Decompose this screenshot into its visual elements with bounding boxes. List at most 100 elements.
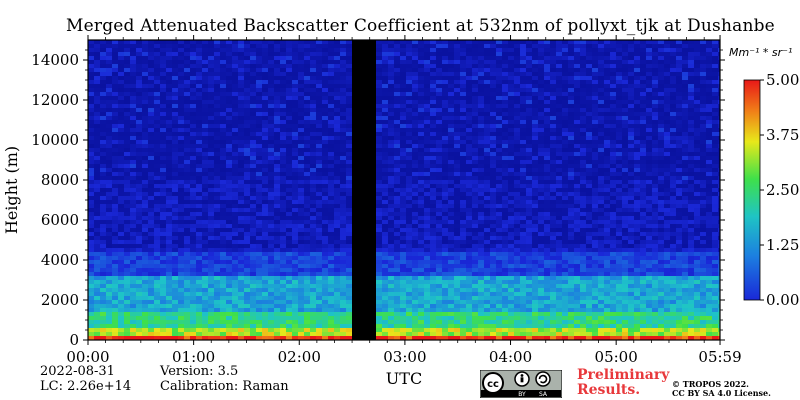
heatmap-cell bbox=[190, 216, 196, 220]
heatmap-cell bbox=[316, 92, 322, 96]
heatmap-cell bbox=[688, 72, 694, 76]
heatmap-cell bbox=[694, 176, 700, 180]
heatmap-cell bbox=[286, 120, 292, 124]
heatmap-cell bbox=[160, 96, 166, 100]
heatmap-cell bbox=[244, 140, 250, 144]
heatmap-cell bbox=[538, 176, 544, 180]
heatmap-cell bbox=[262, 40, 268, 44]
heatmap-cell bbox=[496, 84, 502, 88]
heatmap-cell bbox=[214, 128, 220, 132]
heatmap-cell bbox=[550, 196, 556, 200]
heatmap-cell bbox=[544, 64, 550, 68]
heatmap-cell bbox=[148, 104, 154, 108]
heatmap-cell bbox=[568, 152, 574, 156]
heatmap-cell bbox=[688, 80, 694, 84]
heatmap-cell bbox=[340, 208, 346, 212]
heatmap-cell bbox=[688, 160, 694, 164]
heatmap-cell bbox=[670, 84, 676, 88]
heatmap-cell bbox=[658, 216, 664, 220]
heatmap-cell bbox=[238, 140, 244, 144]
heatmap-cell bbox=[388, 184, 394, 188]
heatmap-cell bbox=[148, 100, 154, 104]
heatmap-cell bbox=[466, 180, 472, 184]
heatmap-cell bbox=[100, 188, 106, 192]
heatmap-cell bbox=[694, 76, 700, 80]
heatmap-cell bbox=[628, 220, 634, 224]
heatmap-cell bbox=[568, 104, 574, 108]
heatmap-cell bbox=[532, 212, 538, 216]
heatmap-cell bbox=[190, 104, 196, 108]
heatmap-cell bbox=[550, 152, 556, 156]
heatmap-cell bbox=[94, 76, 100, 80]
heatmap-cell bbox=[586, 204, 592, 208]
heatmap-cell bbox=[448, 108, 454, 112]
heatmap-cell bbox=[514, 96, 520, 100]
heatmap-cell bbox=[190, 108, 196, 112]
heatmap-cell bbox=[586, 96, 592, 100]
heatmap-cell bbox=[436, 112, 442, 116]
heatmap-cell bbox=[502, 68, 508, 72]
heatmap-cell bbox=[346, 144, 352, 148]
heatmap-cell bbox=[382, 212, 388, 216]
heatmap-cell bbox=[424, 196, 430, 200]
heatmap-cell bbox=[676, 176, 682, 180]
heatmap-cell bbox=[682, 184, 688, 188]
heatmap-cell bbox=[268, 132, 274, 136]
heatmap-cell bbox=[214, 232, 220, 236]
heatmap-cell bbox=[124, 116, 130, 120]
heatmap-cell bbox=[604, 204, 610, 208]
heatmap-cell bbox=[526, 204, 532, 208]
heatmap-cell bbox=[496, 104, 502, 108]
heatmap-cell bbox=[508, 200, 514, 204]
heatmap-cell bbox=[118, 168, 124, 172]
heatmap-cell bbox=[412, 232, 418, 236]
heatmap-cell bbox=[172, 160, 178, 164]
heatmap-cell bbox=[484, 232, 490, 236]
heatmap-cell bbox=[454, 224, 460, 228]
heatmap-cell bbox=[100, 80, 106, 84]
heatmap-cell bbox=[418, 44, 424, 48]
heatmap-cell bbox=[580, 52, 586, 56]
heatmap-cell bbox=[124, 68, 130, 72]
heatmap-cell bbox=[568, 208, 574, 212]
heatmap-cell bbox=[604, 48, 610, 52]
heatmap-cell bbox=[250, 100, 256, 104]
heatmap-cell bbox=[688, 164, 694, 168]
heatmap-cell bbox=[514, 184, 520, 188]
heatmap-cell bbox=[412, 80, 418, 84]
heatmap-cell bbox=[382, 152, 388, 156]
heatmap-cell bbox=[424, 188, 430, 192]
heatmap-cell bbox=[160, 92, 166, 96]
heatmap-cell bbox=[580, 152, 586, 156]
heatmap-cell bbox=[670, 80, 676, 84]
heatmap-cell bbox=[622, 180, 628, 184]
heatmap-cell bbox=[118, 104, 124, 108]
heatmap-cell bbox=[718, 224, 720, 228]
heatmap-cell bbox=[598, 188, 604, 192]
heatmap-cell bbox=[574, 200, 580, 204]
heatmap-cell bbox=[202, 164, 208, 168]
heatmap-cell bbox=[550, 140, 556, 144]
heatmap-cell bbox=[220, 52, 226, 56]
heatmap-cell bbox=[616, 164, 622, 168]
heatmap-cell bbox=[292, 96, 298, 100]
heatmap-cell bbox=[88, 72, 94, 76]
heatmap-cell bbox=[100, 44, 106, 48]
heatmap-cell bbox=[178, 204, 184, 208]
heatmap-cell bbox=[100, 212, 106, 216]
heatmap-cell bbox=[118, 208, 124, 212]
heatmap-cell bbox=[694, 152, 700, 156]
heatmap-cell bbox=[670, 204, 676, 208]
heatmap-cell bbox=[550, 136, 556, 140]
heatmap-cell bbox=[586, 100, 592, 104]
heatmap-cell bbox=[460, 60, 466, 64]
heatmap-cell bbox=[328, 188, 334, 192]
heatmap-cell bbox=[106, 224, 112, 228]
heatmap-cell bbox=[400, 56, 406, 60]
heatmap-cell bbox=[226, 156, 232, 160]
heatmap-cell bbox=[652, 136, 658, 140]
heatmap-cell bbox=[526, 148, 532, 152]
heatmap-cell bbox=[382, 80, 388, 84]
heatmap-cell bbox=[496, 92, 502, 96]
heatmap-cell bbox=[214, 148, 220, 152]
